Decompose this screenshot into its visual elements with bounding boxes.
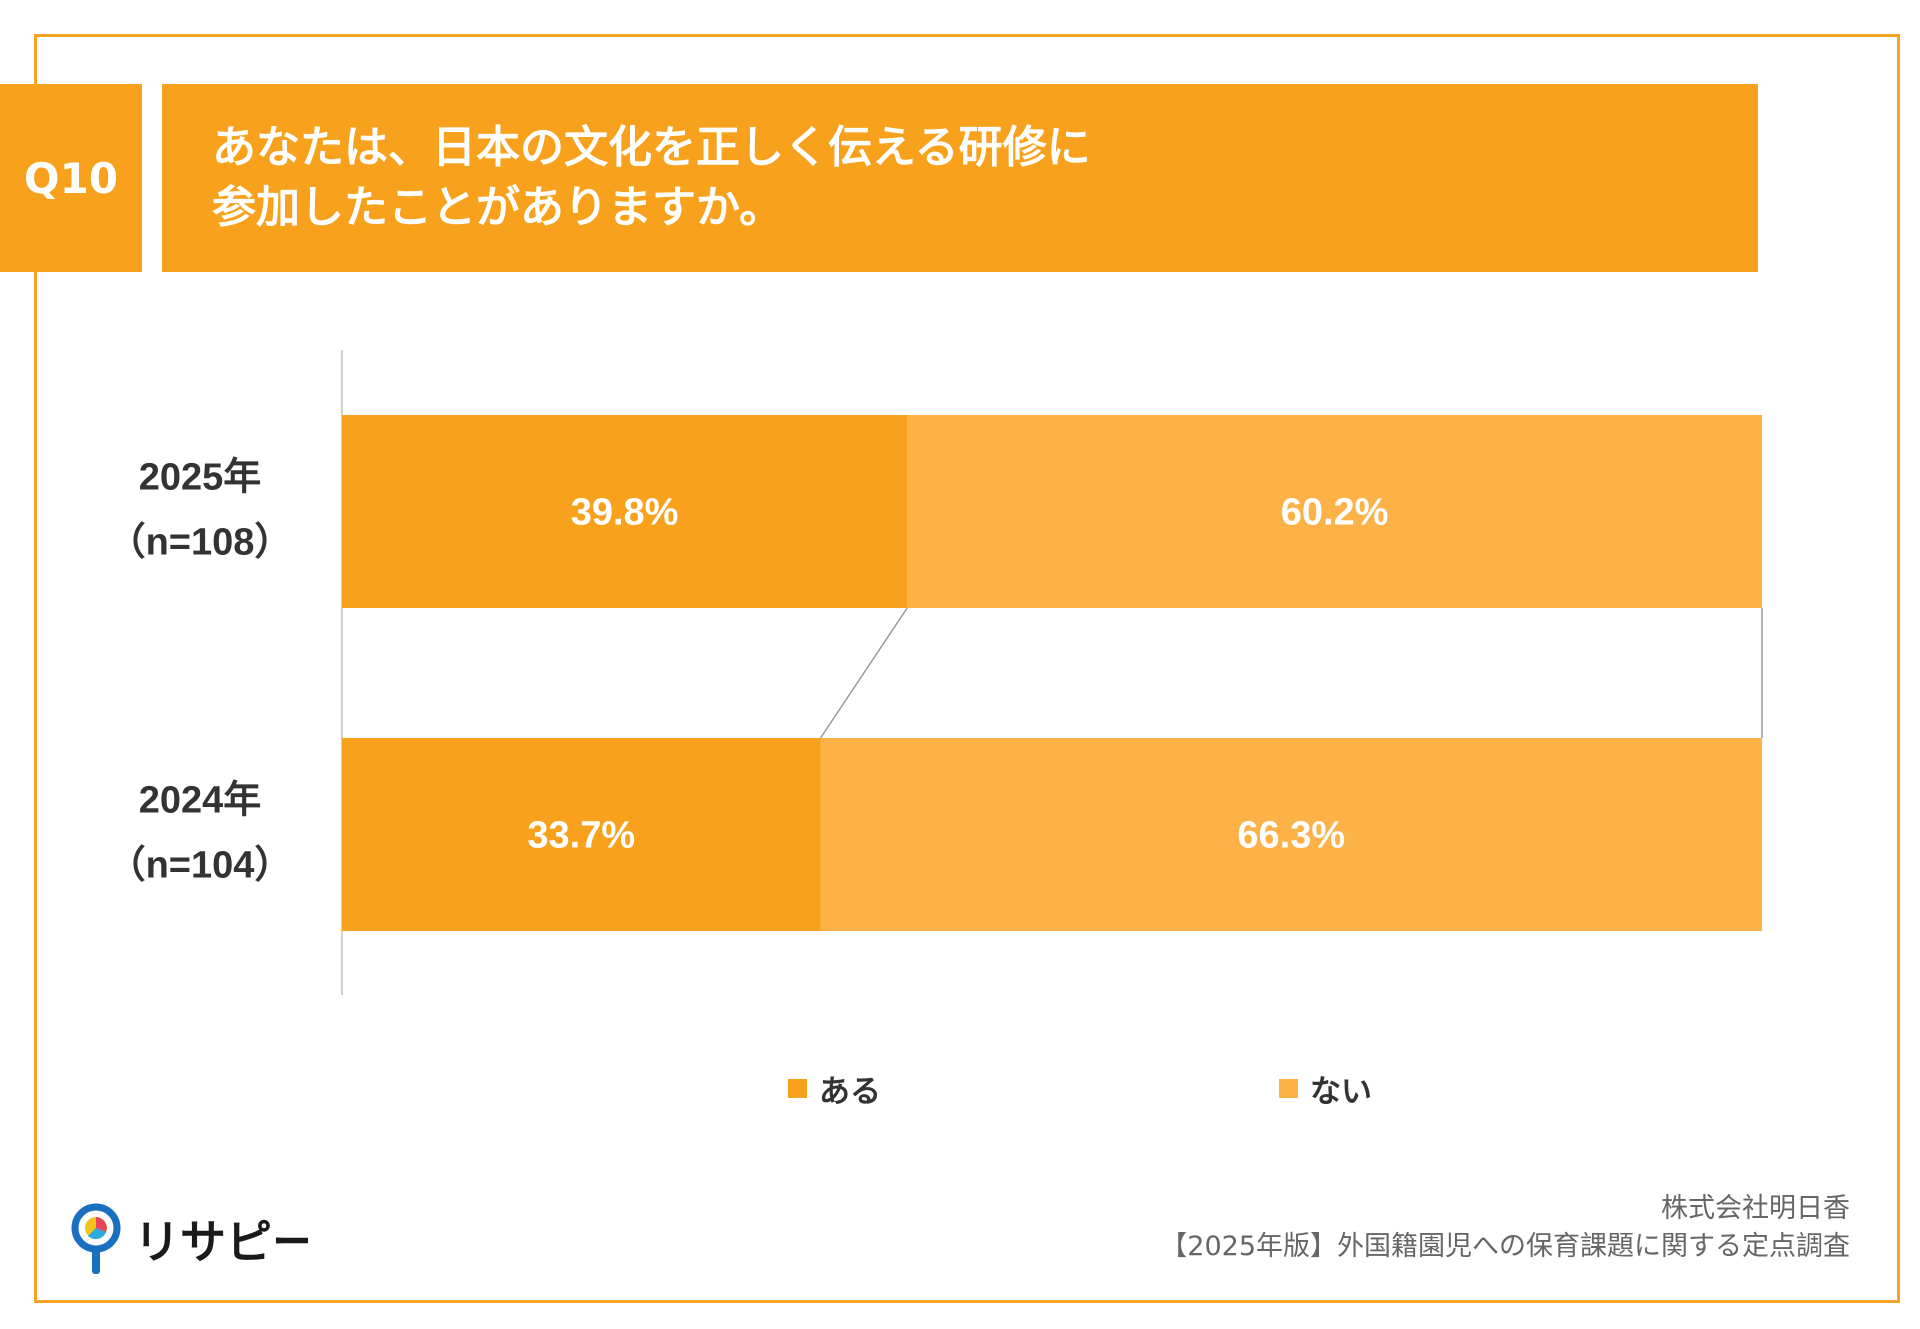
bar-aru-0 — [342, 415, 908, 608]
data-label: 66.3% — [1237, 815, 1345, 857]
category-label-year: 2025年 — [139, 457, 262, 499]
category-label-n: （n=104） — [108, 845, 293, 887]
survey-title: 【2025年版】外国籍園児への保育課題に関する定点調査 — [1160, 1231, 1850, 1262]
data-label: 33.7% — [527, 815, 635, 857]
legend-item-aru: ある — [788, 1066, 881, 1111]
source-credit: 株式会社明日香 【2025年版】外国籍園児への保育課題に関する定点調査 — [1160, 1190, 1850, 1266]
legend-swatch-aru — [788, 1079, 807, 1098]
bar-aru-1 — [342, 738, 821, 931]
category-label-n: （n=108） — [108, 522, 293, 564]
logo-text: リサピー — [134, 1216, 308, 1268]
outer-frame — [34, 34, 1900, 1303]
legend-item-nai: ない — [1279, 1066, 1372, 1111]
category-label-year: 2024年 — [139, 780, 262, 822]
data-label: 60.2% — [1281, 492, 1389, 534]
series-connector-line — [819, 607, 908, 739]
risapy-logo: リサピー — [71, 1203, 308, 1274]
company-name: 株式会社明日香 — [1661, 1193, 1850, 1224]
question-text-line-1: あなたは、日本の文化を正しく伝える研修に — [212, 122, 1091, 173]
bar-nai-1 — [820, 738, 1762, 931]
data-label: 39.8% — [571, 492, 679, 534]
question-banner: あなたは、日本の文化を正しく伝える研修に 参加したことがありますか。 — [162, 84, 1758, 272]
legend-swatch-nai — [1279, 1079, 1298, 1098]
bar-nai-0 — [907, 415, 1762, 608]
question-text-line-2: 参加したことがありますか。 — [212, 182, 784, 233]
question-number: Q10 — [0, 84, 142, 272]
legend-label-aru: ある — [819, 1074, 881, 1110]
legend-label-nai: ない — [1310, 1074, 1372, 1110]
